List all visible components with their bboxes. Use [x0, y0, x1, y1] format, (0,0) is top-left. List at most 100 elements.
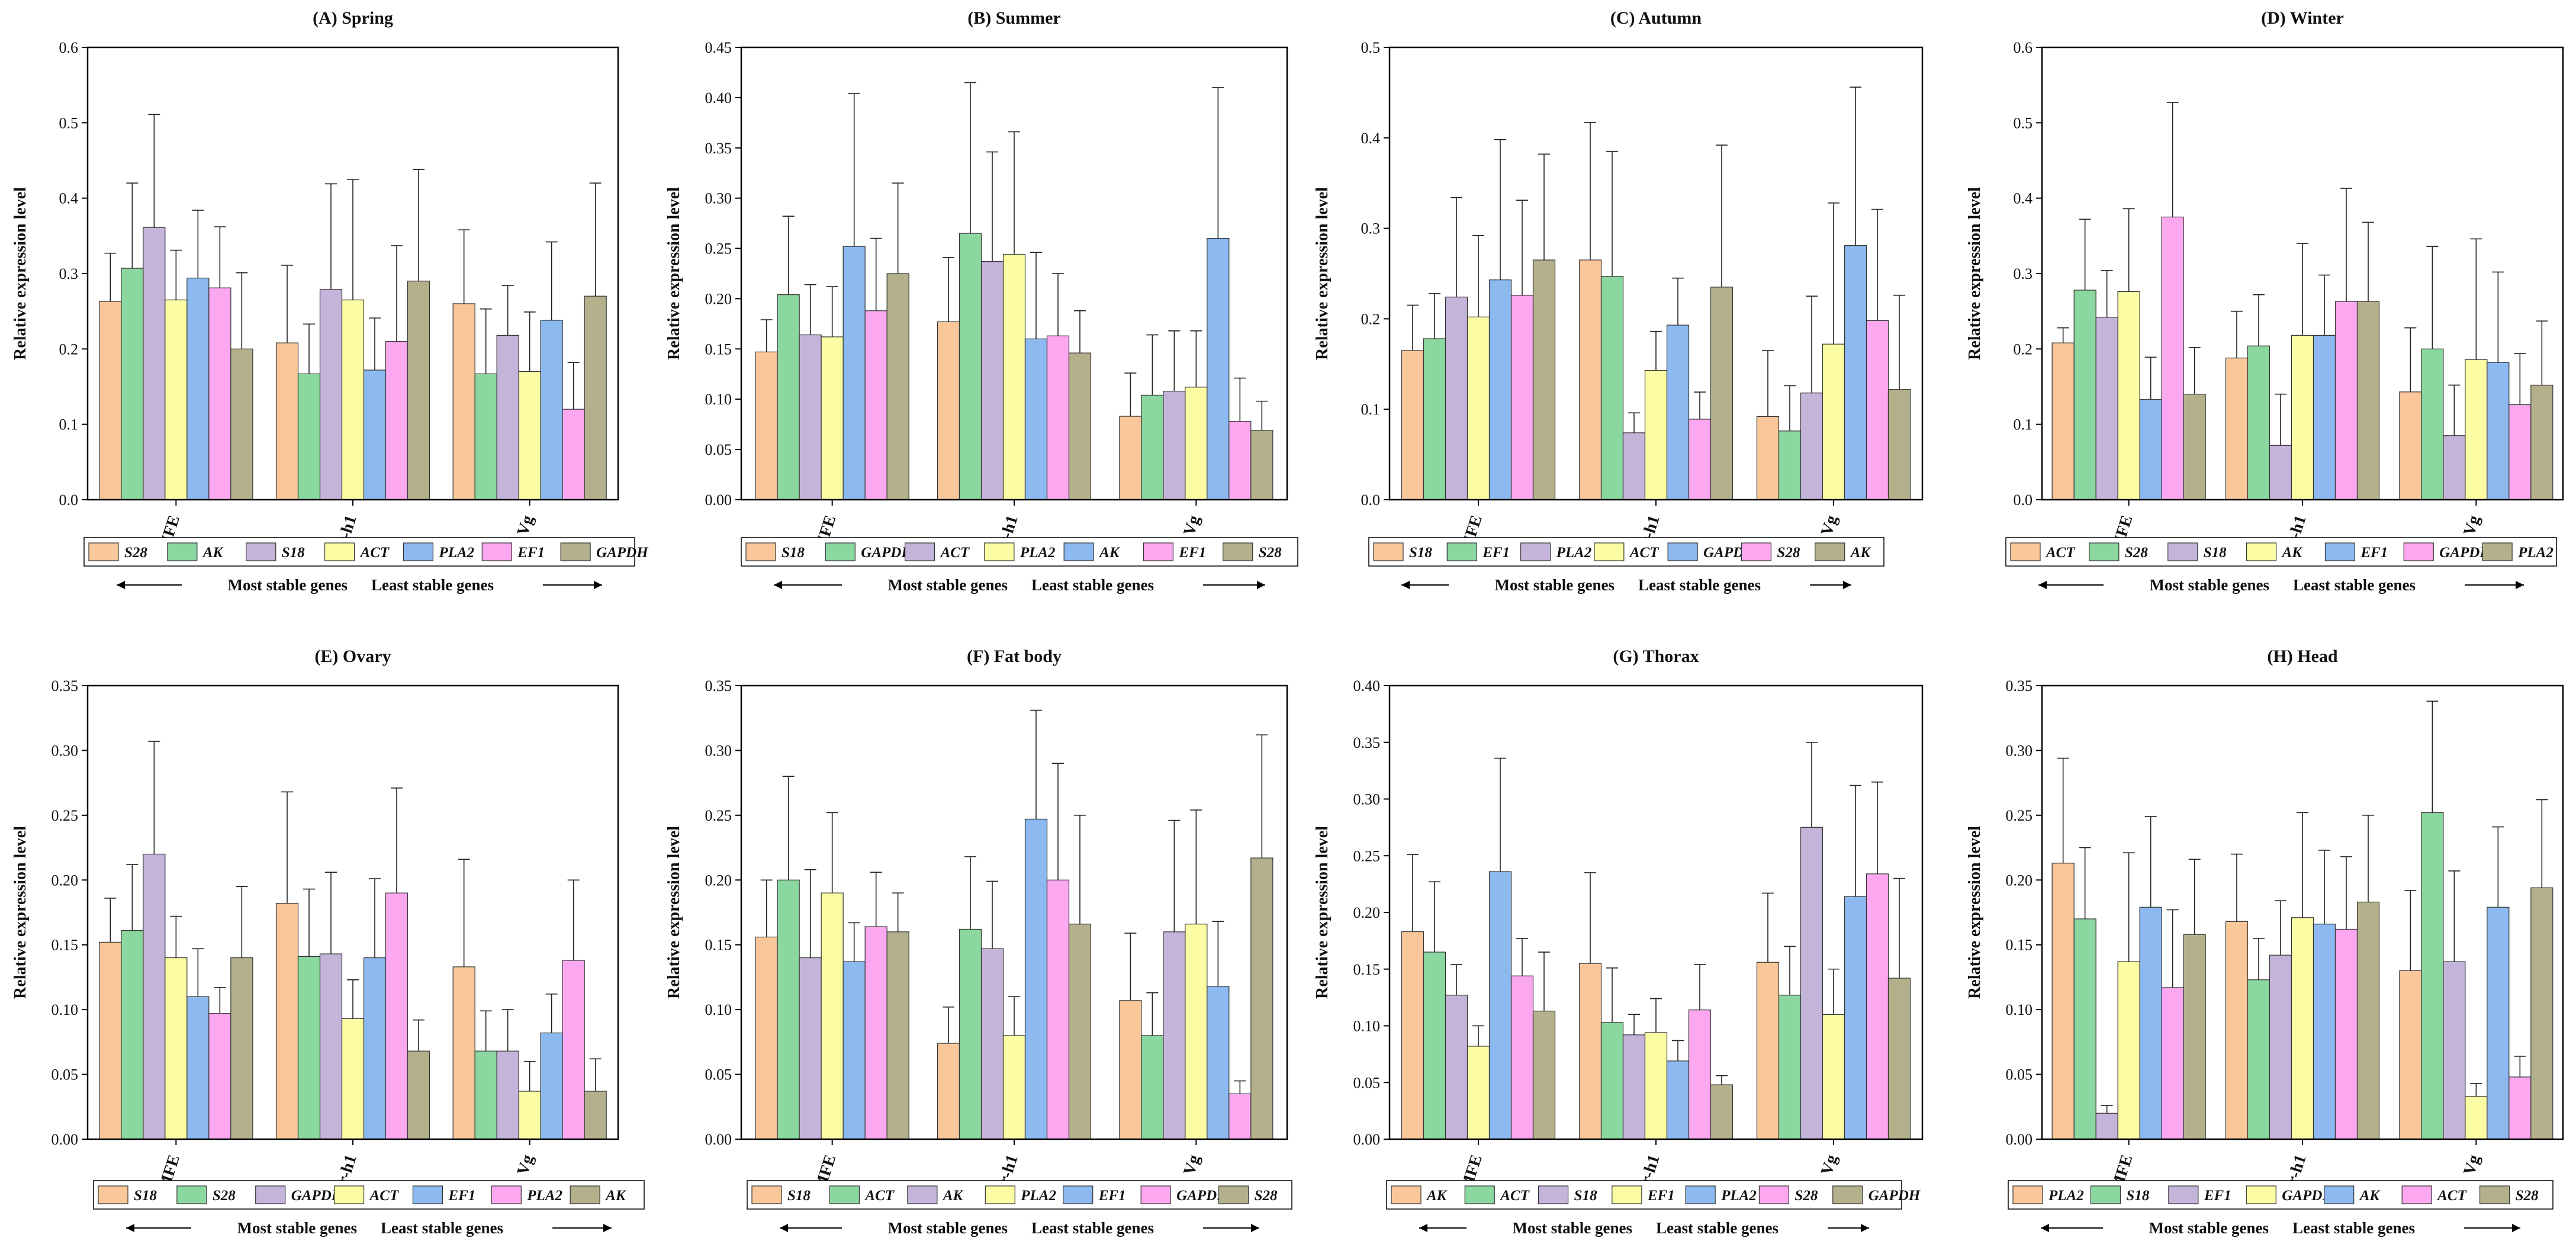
bar-S18-Vg [496, 335, 519, 500]
y-tick-label: 0.05 [1353, 1074, 1381, 1091]
plot-frame [1388, 684, 1924, 1140]
legend-swatch-AK [1391, 1185, 1422, 1204]
legend-swatch-ACT [324, 542, 355, 561]
least-stable-note: Least stable genes [371, 576, 494, 594]
bar-AK-Vg [2465, 359, 2488, 500]
legend-swatch-GAPDH [1832, 1185, 1863, 1204]
y-tick-label: 0.15 [1353, 961, 1381, 978]
x-category-label: Vg [1180, 513, 1204, 538]
y-tick-label: 0.00 [1353, 1131, 1381, 1148]
bar-EF1-Vg [2487, 362, 2510, 500]
right-arrow-head [594, 581, 602, 589]
bar-S28-Kr-h1 [1688, 1010, 1712, 1140]
bar-AK-MFE [2139, 906, 2162, 1140]
bar-S28-Vg [1866, 873, 1889, 1140]
bar-AK-Kr-h1 [1024, 338, 1048, 500]
bar-EF1-Kr-h1 [2313, 335, 2336, 500]
y-tick-label: 0.2 [2014, 340, 2033, 358]
legend-swatch-PLA2 [2482, 542, 2513, 561]
bar-AK-Vg [1756, 962, 1780, 1140]
bar-S18-MFE [1445, 995, 1468, 1140]
legend-swatch-PLA2 [984, 542, 1015, 561]
bar-S18-MFE [143, 227, 166, 500]
legend-swatch-EF1 [481, 542, 512, 561]
bar-GAPDH-Kr-h1 [2291, 917, 2314, 1140]
legend-box [83, 537, 635, 567]
right-arrow-head [1861, 1224, 1869, 1232]
bar-GAPDH-MFE [143, 853, 166, 1140]
bar-ACT-MFE [2161, 987, 2184, 1140]
legend-label: AK [942, 1188, 964, 1204]
bar-EF1-Vg [1778, 430, 1802, 500]
bar-AK-MFE [842, 246, 866, 500]
most-stable-note: Most stable genes [888, 1219, 1008, 1237]
legend-label: ACT [1499, 1188, 1530, 1204]
bar-GAPDH-Kr-h1 [1710, 1084, 1734, 1140]
bar-S28-Vg [474, 1050, 497, 1140]
bar-PLA2-Vg [1185, 924, 1208, 1140]
bar-GAPDH-Vg [584, 295, 607, 500]
legend-swatch-AK [1815, 542, 1845, 561]
legend-label: S28 [124, 545, 147, 561]
legend-swatch-AK [907, 1185, 938, 1204]
legend-swatch-PLA2 [1520, 542, 1551, 561]
legend-swatch-EF1 [1446, 542, 1477, 561]
bar-PLA2-Vg [1844, 896, 1867, 1140]
bar-S28-Vg [1250, 430, 1273, 500]
bar-AK-Kr-h1 [2313, 924, 2336, 1140]
legend-swatch-S18 [1373, 542, 1404, 561]
legend-label: EF1 [2204, 1188, 2231, 1204]
bar-PLA2-MFE [821, 336, 844, 500]
most-stable-note: Most stable genes [237, 1219, 357, 1237]
legend-label: EF1 [517, 545, 545, 561]
bar-AK-Vg [1207, 237, 1230, 500]
legend-swatch-ACT [2401, 1185, 2432, 1204]
chart-title: (E) Ovary [314, 647, 391, 666]
right-arrow-head [603, 1224, 612, 1232]
legend-label: AK [202, 545, 224, 561]
y-tick-label: 0.6 [2014, 39, 2033, 56]
bar-GAPDH-Kr-h1 [959, 233, 982, 500]
legend: AK ACT S18 EF1 PLA2 S28 GAPDH Most stable genes… [1386, 1180, 1921, 1237]
bar-S18-Kr-h1 [1578, 259, 1602, 500]
bar-AK-MFE [230, 957, 253, 1140]
legend-swatch-GAPDH [2403, 542, 2434, 561]
legend-label: S28 [2516, 1188, 2539, 1204]
bar-EF1-Kr-h1 [1644, 1032, 1668, 1140]
y-tick-label: 0.25 [1353, 847, 1381, 864]
y-axis-label: Relative expression level [665, 826, 683, 999]
legend-label: AK [604, 1188, 627, 1204]
right-arrow-head [1257, 581, 1265, 589]
bar-GAPDH-MFE [1488, 279, 1512, 500]
bar-PLA2-Kr-h1 [2225, 921, 2249, 1140]
bar-GAPDH-Vg [1141, 394, 1164, 500]
bar-S18-Kr-h1 [2269, 445, 2292, 500]
y-tick-label: 0.1 [1361, 401, 1381, 418]
legend: S28 AK S18 ACT PLA2 EF1 GAPDH Most stable genes… [83, 537, 649, 594]
bar-S18-MFE [2073, 918, 2096, 1140]
bar-AK-Vg [1163, 931, 1186, 1140]
y-tick-label: 0.4 [1361, 130, 1381, 147]
chart-title: (B) Summer [967, 8, 1060, 28]
y-tick-label: 0.15 [705, 937, 732, 954]
bar-GAPDH-Vg [2465, 1096, 2488, 1140]
y-tick-label: 0.30 [2006, 742, 2033, 759]
legend-box [1386, 1180, 1902, 1210]
legend-label: EF1 [448, 1188, 475, 1204]
bar-S28-Vg [2530, 887, 2554, 1140]
legend-swatch-S28 [176, 1185, 207, 1204]
bar-PLA2-Kr-h1 [363, 369, 387, 500]
least-stable-note: Least stable genes [1638, 576, 1761, 594]
x-category-label: Vg [2460, 1153, 2484, 1178]
bar-AK-Vg [2487, 906, 2510, 1140]
legend-label: PLA2 [1556, 545, 1592, 561]
bar-ACT-Vg [1822, 343, 1845, 500]
bar-GAPDH-MFE [777, 294, 800, 500]
legend-swatch-AK [1063, 542, 1094, 561]
plot-frame [2041, 684, 2564, 1140]
legend-swatch-S18 [246, 542, 276, 561]
bar-GAPDH-Vg [1887, 978, 1911, 1140]
bar-S28-Vg [2421, 348, 2444, 500]
